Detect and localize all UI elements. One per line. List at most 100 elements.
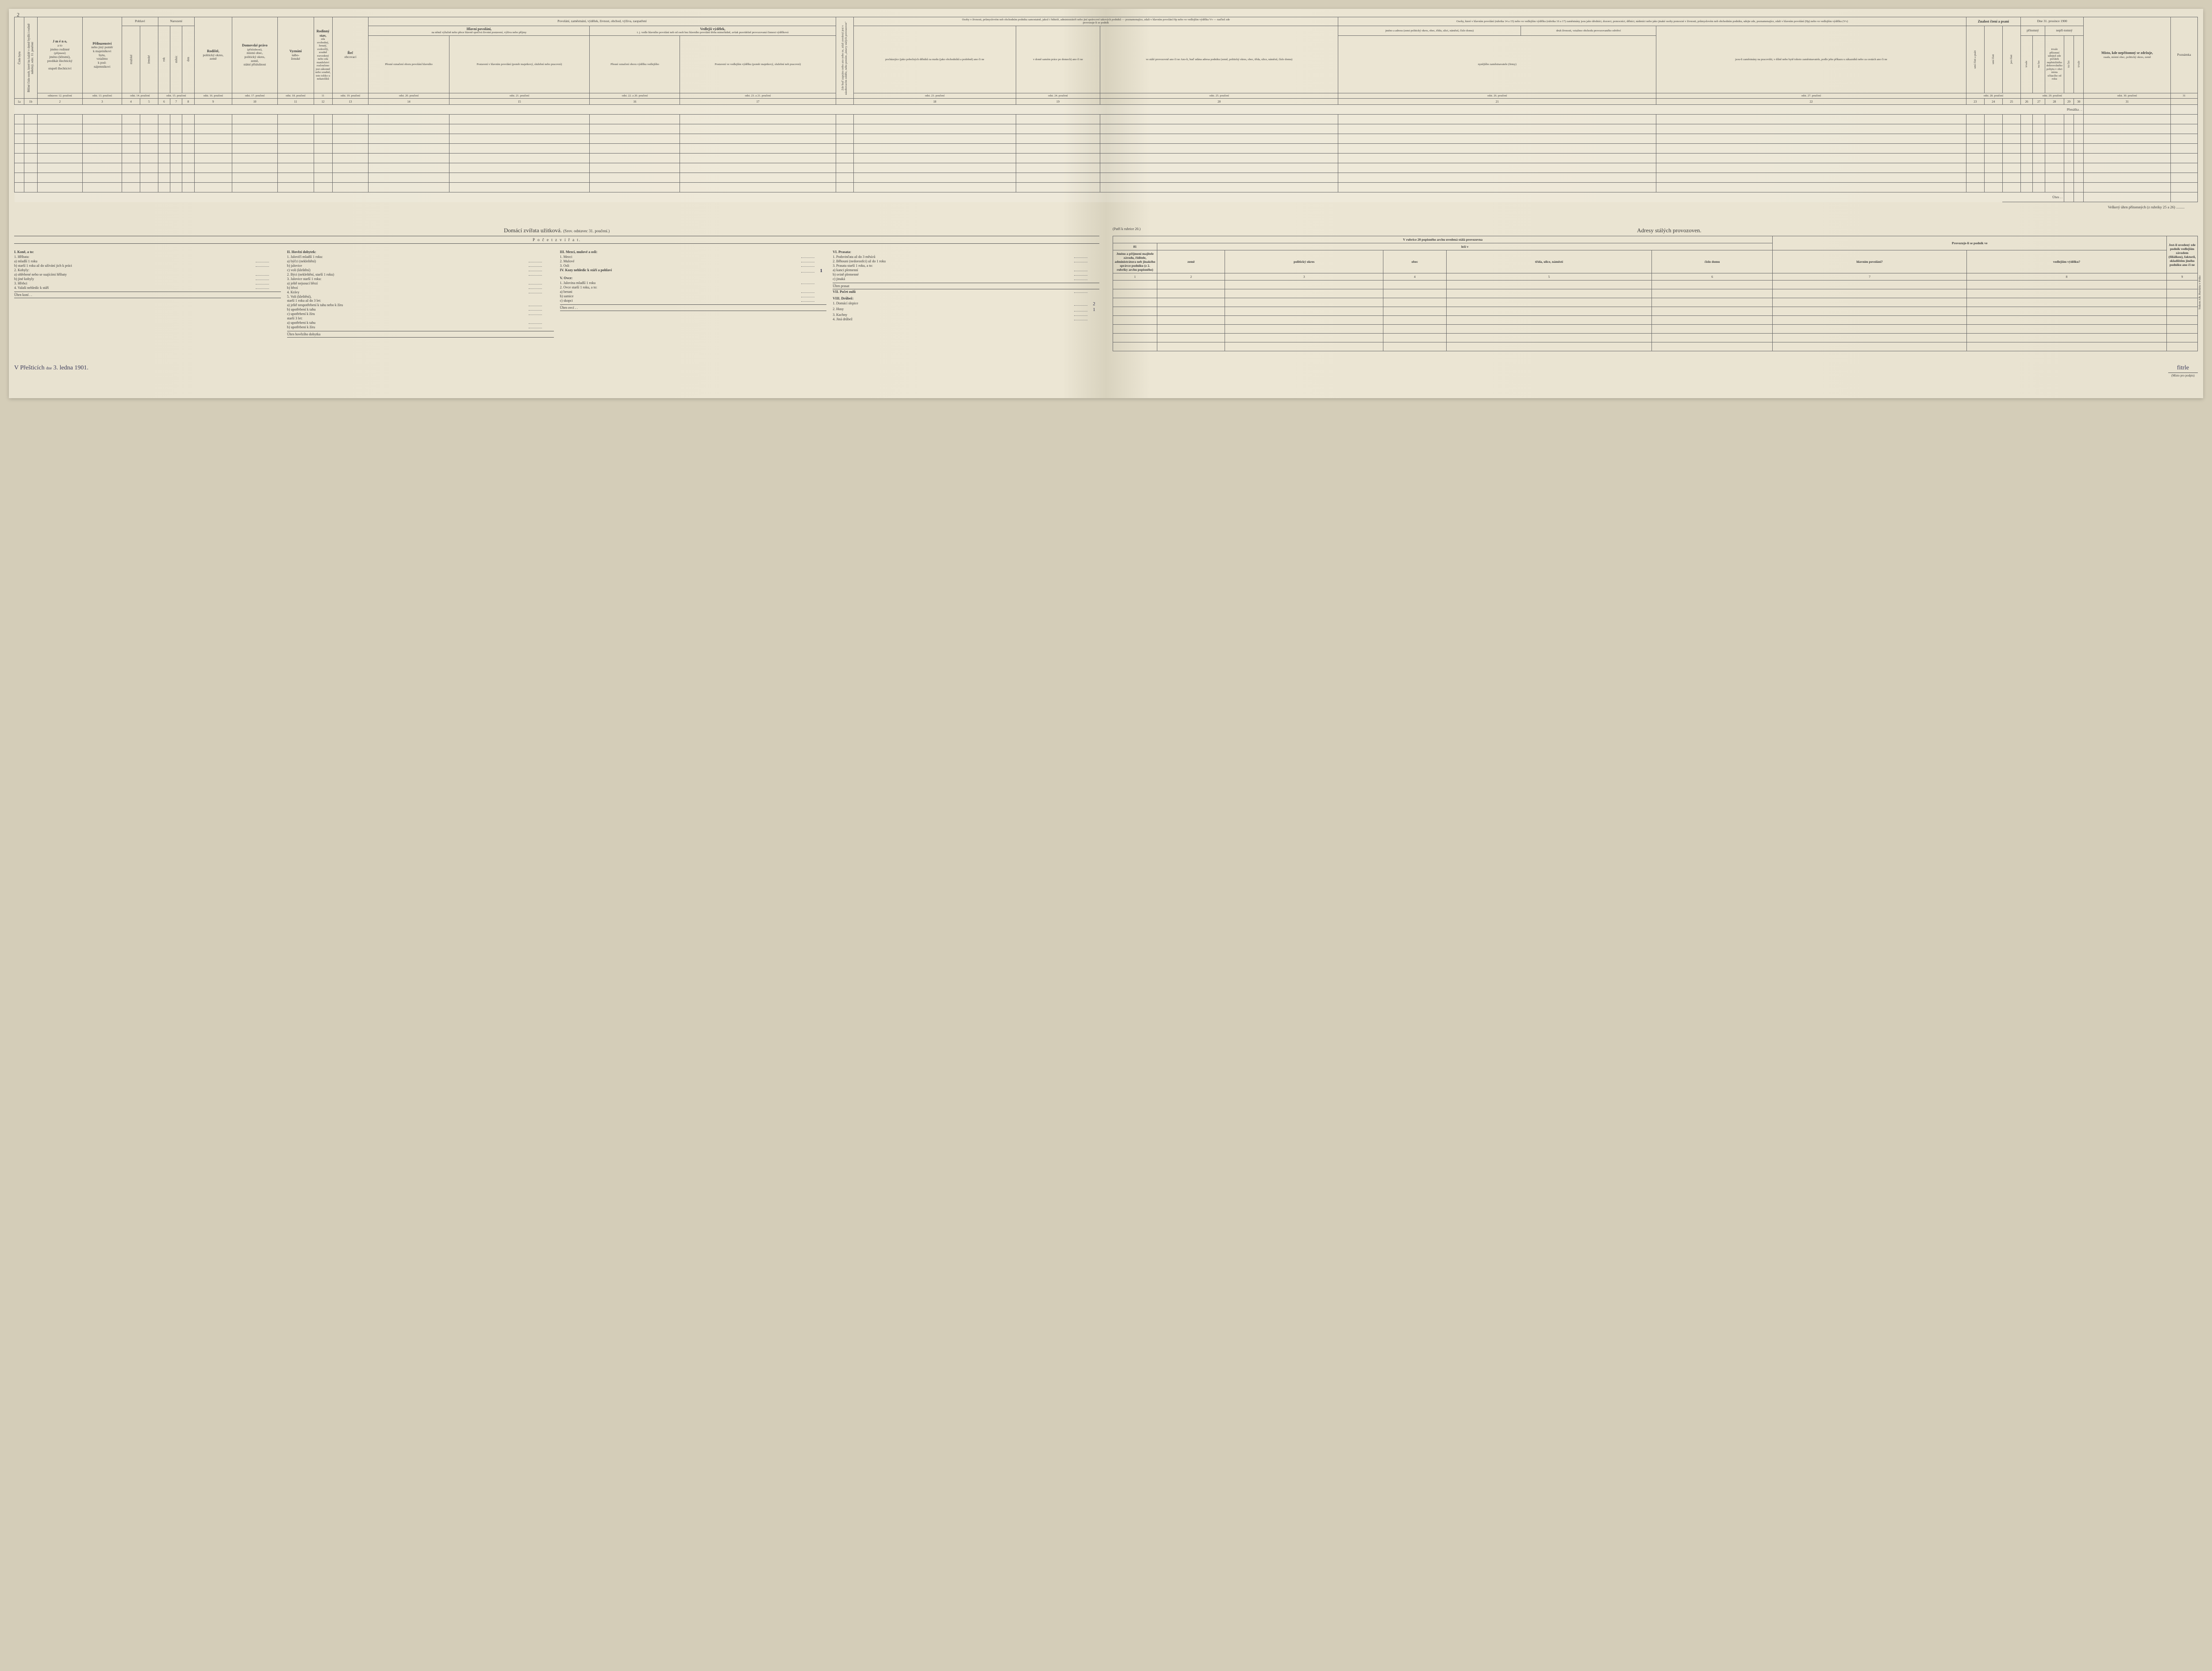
addr-row <box>1113 334 2198 342</box>
uhrn-row: Úhrn . . <box>15 192 2198 202</box>
col-znalost-c: jen čísti <box>2002 26 2020 93</box>
ref-pozn: 31 <box>2170 93 2197 98</box>
census-header-table: Číslo bytu Běžné číslo osob, které ku ka… <box>14 17 2198 202</box>
addr-row <box>1113 342 2198 351</box>
col-pritomny: přítomný <box>2020 26 2045 35</box>
col-vertical-note: Zde buď zapsáno nebo ano nebo ne, zdali … <box>836 17 853 99</box>
col-mesic: měsíc <box>170 26 182 93</box>
col-povolani-group: Povolání, zaměstnání, výdělek, živnost, … <box>369 17 836 26</box>
col-rodinny-stav: Rodinný stav, zda svobodný, ženatý, ovdo… <box>314 17 332 93</box>
ref-prit: odst. 29. poučení <box>2020 93 2084 98</box>
addr-row <box>1113 316 2198 325</box>
signature-area: V Přešticích dne 3. ledna 1901. fitrle (… <box>14 365 2198 377</box>
ref-domov: odst. 17. poučení <box>232 93 277 98</box>
addr-c7: hlavním povolání? <box>1773 250 1966 273</box>
animals-sub: P o č e t z v í ř a t. <box>14 236 1099 244</box>
col-hlavni-b: Postavení v hlavním povolání (poměr maje… <box>449 35 590 93</box>
col-vedl-b: Postavení ve vedlejším výdělku (poměr ma… <box>680 35 836 93</box>
veskery-uhrn: Veškerý úhrn přítomných (z rubriky 25 a … <box>14 205 2198 209</box>
addresses-table: V rubrice 20 popisného archu uvedená stá… <box>1113 236 2198 351</box>
signature-block: fitrle (Místo pro podpis) <box>2168 365 2198 377</box>
data-row <box>15 124 2198 134</box>
ref-rec: odst. 19. poučení <box>332 93 369 98</box>
ref-vedl-b: odst. 23. a 21. poučení <box>680 93 836 98</box>
signature-caption: (Místo pro podpis) <box>2168 374 2198 377</box>
ref-vedl-a: odst. 22. a 20. poučení <box>590 93 680 98</box>
col-prit-nacas: na čas <box>2033 35 2045 93</box>
col-hlavni-pov: Hlavní povolání, na němž výlučně nebo př… <box>369 26 590 35</box>
addr-row <box>1113 289 2198 298</box>
data-row <box>15 183 2198 192</box>
addr-h3: Jest-li uvedený zde podnik vedlejším záv… <box>2167 236 2198 273</box>
col-21b: druh živnosti, vztažmo obchodu provozova… <box>1521 26 1656 35</box>
prenaska-row: Přenáška . . <box>15 105 2198 115</box>
col-21c: nynějšího zaměstnavatele (firmy) <box>1338 35 1656 93</box>
ref-rodiste: odst. 16. poučení <box>194 93 232 98</box>
col-rec: Řeč obcovací <box>332 17 369 93</box>
ref-misto: odst. 30. poučení <box>2084 93 2170 98</box>
addr-row <box>1113 298 2198 307</box>
col-rok: rok <box>158 26 170 93</box>
col-neprit-desc: trvale přítomní udejtež zde počátek nepř… <box>2045 35 2064 93</box>
col-19: v domě samém práce po domech) ano či ne <box>1016 26 1100 93</box>
addr-c1: Jméno a příjmení majitele závodu, řidite… <box>1113 250 1157 273</box>
addr-row <box>1113 307 2198 316</box>
ref-pribuz: odst. 13. poučení <box>82 93 122 98</box>
ref-18: odst. 23. poučení <box>854 93 1016 98</box>
addr-h1: V rubrice 20 popisného archu uvedená stá… <box>1113 236 1773 243</box>
col-pohlavi-z: ženské <box>140 26 158 93</box>
col-prit-trvale: trvale <box>2020 35 2032 93</box>
addr-c3: politický okres <box>1225 250 1383 273</box>
ref-21: odst. 26. poučení <box>1338 93 1656 98</box>
ref-22: odst. 27. poučení <box>1656 93 1966 98</box>
animals-col-2: II. Hovězí dobytek: 1. Jalovičí mladší 1… <box>287 247 554 338</box>
animals-title: Domácí zvířata užitková. (Srov. odstavec… <box>14 227 1099 234</box>
col-znalost-a: umí čísti a psáti <box>1966 26 1984 93</box>
addr-c6: číslo domu <box>1652 250 1773 273</box>
husy-value: 1 <box>1089 307 1099 312</box>
animals-col-4: VI. Prasata: 1. Podsvinčata až do 3 měsí… <box>833 247 1099 338</box>
col-21a: jméno a adresu (zemi politický okres, ob… <box>1338 26 1521 35</box>
addr-row <box>1113 325 2198 334</box>
animals-col-1: I. Koně, a to: 1. Hříbata: a) mladší 1 r… <box>14 247 281 338</box>
ref-20: odst. 25. poučení <box>1100 93 1338 98</box>
col-18: pocházejíce (jako pobočných dělníků za m… <box>854 26 1016 93</box>
ref-19: odst. 24. poučení <box>1016 93 1100 98</box>
col-znalost: Znalost čtení a psaní <box>1966 17 2020 26</box>
ref-rodstav: 11 <box>314 93 332 98</box>
ref-narozeni: odst. 15. poučení <box>158 93 194 98</box>
addr-c2: země <box>1157 250 1225 273</box>
col-neprit-trvale: trvale <box>2074 35 2084 93</box>
addr-row <box>1113 280 2198 289</box>
ref-pohlavi: odst. 14. poučení <box>122 93 158 98</box>
data-row <box>15 144 2198 154</box>
col-20: ve stálé provozovně ano či ne Ano-li, bu… <box>1100 26 1338 93</box>
col-osoby-zivnost: Osoby v živnosti, průmyslovém neb obchod… <box>854 17 1338 26</box>
addr-c5: třída, ulice, náměstí <box>1446 250 1651 273</box>
col-pohlavi-m: mužské <box>122 26 140 93</box>
col-rodiste: Rodiště, politický okres, země <box>194 17 232 93</box>
col-cislo-bytu: Číslo bytu <box>15 17 24 99</box>
col-pohlavi: Pohlaví <box>122 17 158 26</box>
data-row <box>15 173 2198 183</box>
animals-col-3: III. Mezci, mulové a osli: 1. Mezci 2. M… <box>560 247 827 338</box>
col-misto: Místo, kde nepřítomný se zdržuje, osada,… <box>2084 17 2170 93</box>
col-radove-cislo: Běžné číslo osob, které ku každé v domě … <box>24 17 37 99</box>
col-narozeni: Narození <box>158 17 194 26</box>
col-jmeno: J m é n o, a to jméno rodinné (příjmení)… <box>38 17 83 93</box>
col-poznamka: Poznámka <box>2170 17 2197 93</box>
kozy-value: 1 <box>816 268 826 273</box>
ref-hlavni-b: odst. 21. poučení <box>449 93 590 98</box>
signature-place: V Přešticích dne 3. ledna 1901. <box>14 365 88 377</box>
addr-c8: vedlejším výdělku? <box>1966 250 2166 273</box>
addresses-section: (Patří k rubrice 20.) Adresy stálých pro… <box>1113 227 2198 351</box>
col-domovske-pravo: Domovské právo (příslušnost), místní obe… <box>232 17 277 93</box>
ref-vyznani: odst. 18. poučení <box>277 93 314 98</box>
addresses-title: Adresy stálých provozoven. <box>1141 227 2198 234</box>
slepice-value: 2 <box>1089 301 1099 307</box>
printer-credit: Tiskem Alb. Burdátta v Písku <box>2198 276 2201 310</box>
data-row <box>15 154 2198 163</box>
data-row <box>15 163 2198 173</box>
animals-grid: I. Koně, a to: 1. Hříbata: a) mladší 1 r… <box>14 247 1099 338</box>
signature-handwriting: fitrle <box>2168 365 2198 373</box>
